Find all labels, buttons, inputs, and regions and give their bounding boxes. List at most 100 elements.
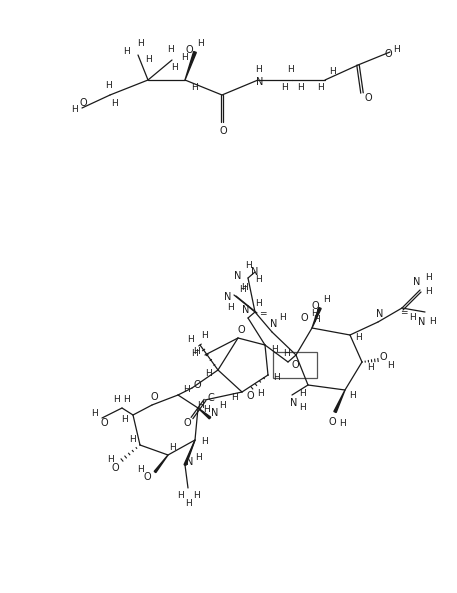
Text: O: O <box>300 313 308 323</box>
Text: O: O <box>111 463 119 473</box>
Text: H: H <box>181 53 187 62</box>
Text: H: H <box>192 490 199 499</box>
Text: H: H <box>114 396 120 404</box>
Polygon shape <box>154 455 168 473</box>
Text: H: H <box>279 313 285 321</box>
Text: O: O <box>143 472 151 482</box>
Text: H: H <box>339 419 345 429</box>
Polygon shape <box>185 52 197 80</box>
Text: O: O <box>384 49 392 59</box>
Text: H: H <box>239 285 245 295</box>
Text: H: H <box>191 349 198 358</box>
Text: N: N <box>224 292 232 302</box>
Text: H: H <box>323 295 329 304</box>
Text: H: H <box>287 65 293 75</box>
Text: H: H <box>284 349 290 358</box>
Text: H: H <box>197 39 203 47</box>
Text: =: = <box>259 310 267 318</box>
Text: H: H <box>314 315 320 324</box>
Text: H: H <box>255 276 261 285</box>
Text: H: H <box>387 361 393 369</box>
Text: H: H <box>170 444 176 452</box>
Text: N: N <box>376 309 384 319</box>
Text: N: N <box>290 398 298 408</box>
Text: H: H <box>201 438 207 447</box>
Text: H: H <box>128 435 135 445</box>
Polygon shape <box>198 408 211 419</box>
Text: H: H <box>71 106 77 114</box>
Text: H: H <box>271 345 277 353</box>
Text: H: H <box>185 499 191 508</box>
Text: H: H <box>186 336 193 345</box>
Text: H: H <box>356 333 362 342</box>
Text: H: H <box>297 84 303 93</box>
Text: H: H <box>90 409 97 417</box>
Text: N: N <box>413 277 421 287</box>
Text: H: H <box>197 400 204 410</box>
Text: H: H <box>257 388 263 397</box>
Text: H: H <box>329 68 336 76</box>
Text: C: C <box>207 393 214 403</box>
Text: N: N <box>186 457 194 467</box>
Text: H: H <box>137 464 143 473</box>
Text: O: O <box>79 98 87 108</box>
Text: H: H <box>202 330 208 340</box>
Text: H: H <box>112 98 118 107</box>
Polygon shape <box>312 308 321 328</box>
Text: O: O <box>328 417 336 427</box>
Text: O: O <box>183 418 191 428</box>
Text: N: N <box>256 77 264 87</box>
Text: H: H <box>255 65 261 74</box>
Text: O: O <box>185 45 193 55</box>
Text: H: H <box>137 40 143 49</box>
Text: N: N <box>251 267 259 277</box>
Text: H: H <box>122 416 128 425</box>
Text: O: O <box>364 93 372 103</box>
Text: H: H <box>194 347 200 356</box>
Polygon shape <box>184 440 195 466</box>
Text: H: H <box>218 401 225 410</box>
Text: O: O <box>150 392 158 402</box>
Polygon shape <box>334 390 345 413</box>
Text: H: H <box>105 81 112 91</box>
Text: N: N <box>270 319 278 329</box>
Text: N: N <box>242 305 250 315</box>
Text: H: H <box>409 313 416 321</box>
Text: H: H <box>300 388 306 397</box>
Text: H: H <box>255 299 261 308</box>
Text: H: H <box>298 403 305 412</box>
Text: H: H <box>183 385 189 394</box>
Text: N: N <box>418 317 425 327</box>
Text: H: H <box>206 369 213 378</box>
Text: N: N <box>211 408 219 418</box>
Text: H: H <box>367 362 373 371</box>
Text: H: H <box>393 46 400 55</box>
Text: H: H <box>227 302 234 311</box>
Text: H: H <box>124 396 130 404</box>
Text: H: H <box>170 63 177 72</box>
Text: H: H <box>425 288 431 296</box>
Text: H: H <box>176 490 183 499</box>
Text: H: H <box>317 84 324 93</box>
Text: O: O <box>379 352 387 362</box>
Text: H: H <box>244 260 251 269</box>
Text: H: H <box>242 283 248 292</box>
Text: O: O <box>246 391 254 401</box>
Text: O: O <box>100 418 108 428</box>
Text: H: H <box>122 47 129 56</box>
Text: H: H <box>281 84 287 93</box>
Text: H: H <box>144 55 151 63</box>
Text: =: = <box>400 308 408 317</box>
Text: H: H <box>350 391 356 400</box>
Text: H: H <box>204 406 210 415</box>
Text: H: H <box>231 394 237 403</box>
Text: H: H <box>106 455 113 464</box>
Text: H: H <box>191 82 197 91</box>
Text: H: H <box>312 308 319 317</box>
Text: H: H <box>196 452 202 461</box>
Text: H: H <box>430 317 436 327</box>
Text: O: O <box>219 126 227 136</box>
Text: O: O <box>291 360 299 370</box>
Text: N: N <box>234 271 242 281</box>
Text: O: O <box>193 380 201 390</box>
